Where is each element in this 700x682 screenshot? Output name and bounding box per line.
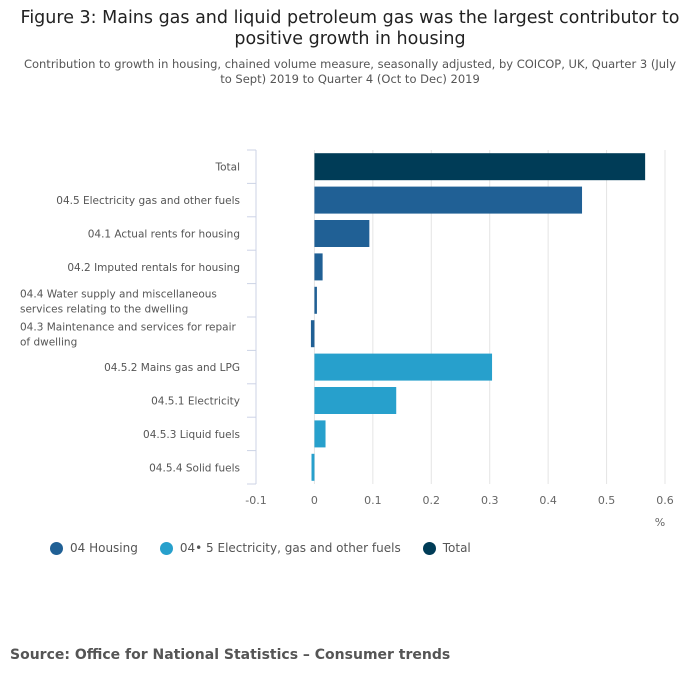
- category-label: of dwelling: [20, 337, 77, 349]
- legend-label: 04• 5 Electricity, gas and other fuels: [179, 541, 401, 555]
- x-tick-label: 0.1: [364, 494, 382, 507]
- category-label: 04.5.4 Solid fuels: [149, 462, 240, 474]
- legend-dot-icon: [159, 541, 173, 555]
- category-label: 04.5 Electricity gas and other fuels: [56, 195, 240, 207]
- category-label: 04.5.1 Electricity: [151, 396, 240, 408]
- bar: [314, 353, 493, 381]
- chart-subtitle: Contribution to growth in housing, chain…: [23, 57, 677, 86]
- legend-dot-icon: [50, 541, 63, 555]
- bar: [314, 420, 326, 448]
- bar: [311, 453, 315, 481]
- bar: [310, 320, 315, 348]
- x-tick-label: 0.2: [423, 494, 441, 507]
- category-label: 04.4 Water supply and miscellaneous: [20, 288, 217, 300]
- legend: 04 Housing 04• 5 Electricity, gas and oth…: [50, 541, 471, 555]
- legend-item[interactable]: 04• 5 Electricity, gas and other fuels: [159, 541, 401, 555]
- category-label: 04.5.2 Mains gas and LPG: [104, 362, 240, 374]
- x-tick-label: 0.3: [481, 494, 499, 507]
- bar: [314, 153, 646, 181]
- x-tick-label: 0.5: [598, 494, 616, 507]
- category-label: 04.1 Actual rents for housing: [88, 229, 240, 241]
- legend-dot-icon: [422, 541, 436, 555]
- bar: [314, 253, 323, 281]
- bar-chart: -0.1 0 0.1 0.2 0.3 0.4 0.5 0.6% Total 04.5 Electr…: [20, 149, 674, 529]
- x-axis-label: %: [655, 516, 665, 529]
- source-note: Source: Office for National Statistics –…: [10, 647, 451, 663]
- x-tick-label: 0.4: [539, 494, 557, 507]
- legend-label: 04 Housing: [70, 541, 138, 555]
- x-tick-label: -0.1: [245, 494, 266, 507]
- category-label: services relating to the dwelling: [20, 303, 188, 315]
- chart-title: Figure 3: Mains gas and liquid petroleum…: [20, 8, 680, 49]
- bar: [314, 387, 397, 414]
- bar: [314, 286, 317, 314]
- bar: [314, 186, 583, 214]
- bar: [314, 220, 370, 247]
- legend-item[interactable]: Total: [422, 541, 471, 555]
- x-tick-label: 0: [311, 494, 318, 507]
- legend-item[interactable]: 04 Housing: [50, 541, 138, 555]
- category-label: Total: [214, 162, 240, 174]
- category-label: 04.5.3 Liquid fuels: [143, 429, 240, 441]
- category-label: 04.3 Maintenance and services for repair: [20, 322, 237, 334]
- category-label: 04.2 Imputed rentals for housing: [67, 262, 240, 274]
- legend-label: Total: [442, 541, 471, 555]
- x-tick-label: 0.6: [656, 494, 674, 507]
